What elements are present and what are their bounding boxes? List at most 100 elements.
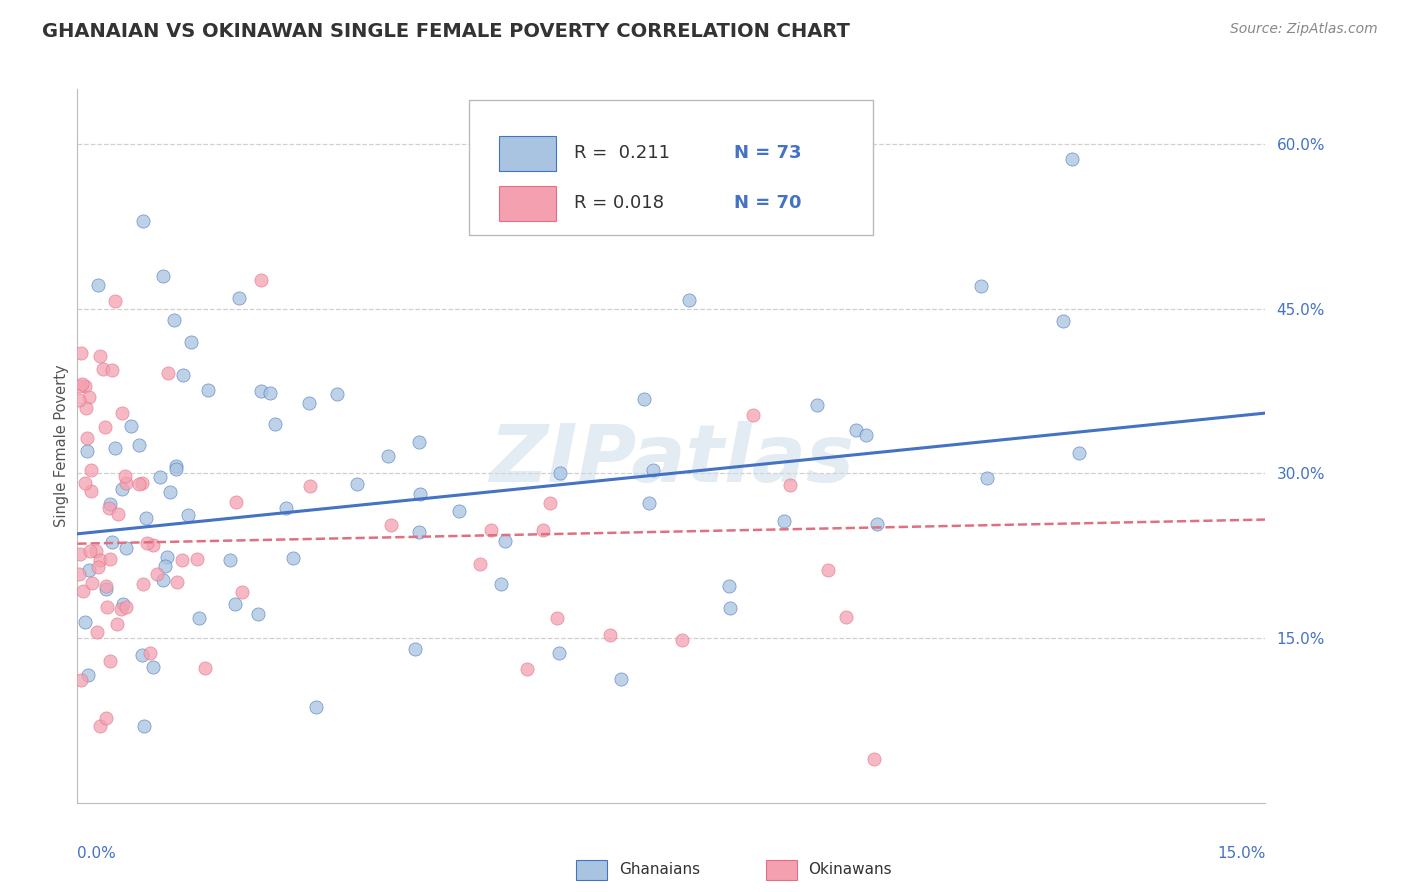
Point: [531, 523, 554, 537]
Point: [142, 660, 165, 674]
Point: [114, 541, 136, 555]
Point: [274, 501, 297, 516]
Point: [489, 577, 512, 591]
Point: [817, 563, 839, 577]
Point: [259, 385, 281, 400]
Point: [77, 563, 100, 577]
Point: [516, 662, 538, 676]
Point: [86, 625, 108, 640]
Point: [87, 559, 110, 574]
Point: [447, 504, 470, 518]
Point: [281, 550, 304, 565]
Point: [105, 616, 128, 631]
FancyBboxPatch shape: [499, 186, 557, 220]
Point: [139, 646, 162, 660]
Point: [866, 517, 889, 532]
Point: [165, 459, 187, 474]
Point: [135, 511, 157, 525]
Point: [187, 610, 209, 624]
Point: [162, 312, 184, 326]
Point: [82, 576, 104, 591]
Point: [104, 293, 127, 308]
Point: [1052, 314, 1074, 328]
Point: [408, 524, 430, 539]
Point: [94, 711, 117, 725]
Point: [224, 597, 246, 611]
Point: [131, 648, 153, 662]
Point: [153, 559, 176, 574]
Point: [326, 386, 349, 401]
Point: [76, 443, 98, 458]
Point: [76, 432, 98, 446]
Text: Source: ZipAtlas.com: Source: ZipAtlas.com: [1230, 22, 1378, 37]
Point: [228, 291, 250, 305]
Point: [69, 379, 91, 393]
Point: [170, 553, 193, 567]
Point: [152, 573, 174, 587]
Point: [89, 553, 111, 567]
Point: [494, 533, 516, 548]
Point: [172, 368, 194, 383]
Point: [89, 719, 111, 733]
FancyBboxPatch shape: [470, 100, 873, 235]
Point: [159, 484, 181, 499]
Text: GHANAIAN VS OKINAWAN SINGLE FEMALE POVERTY CORRELATION CHART: GHANAIAN VS OKINAWAN SINGLE FEMALE POVER…: [42, 22, 851, 41]
Point: [80, 463, 103, 477]
Point: [98, 655, 121, 669]
Y-axis label: Single Female Poverty: Single Female Poverty: [53, 365, 69, 527]
Point: [114, 468, 136, 483]
Point: [166, 574, 188, 589]
Point: [96, 599, 118, 614]
Point: [225, 495, 247, 509]
Point: [610, 673, 633, 687]
Point: [89, 349, 111, 363]
Point: [104, 441, 127, 455]
Point: [73, 475, 96, 490]
Point: [149, 470, 172, 484]
Text: N = 73: N = 73: [734, 145, 801, 162]
Point: [638, 496, 661, 510]
Point: [86, 277, 108, 292]
Point: [863, 752, 886, 766]
Point: [970, 279, 993, 293]
Point: [806, 398, 828, 412]
Point: [180, 334, 202, 349]
Point: [377, 449, 399, 463]
Point: [641, 462, 664, 476]
Point: [298, 396, 321, 410]
Point: [409, 487, 432, 501]
Point: [67, 392, 90, 407]
Point: [855, 428, 877, 442]
Point: [193, 661, 215, 675]
Point: [380, 518, 402, 533]
Point: [718, 600, 741, 615]
Point: [538, 496, 561, 510]
Point: [111, 482, 134, 496]
Point: [678, 293, 700, 307]
Point: [779, 477, 801, 491]
Point: [80, 483, 103, 498]
Point: [135, 536, 157, 550]
Point: [186, 551, 208, 566]
Point: [110, 601, 132, 615]
Text: ZIPatlas: ZIPatlas: [489, 421, 853, 500]
Point: [131, 576, 153, 591]
Point: [197, 383, 219, 397]
Point: [128, 477, 150, 491]
Point: [479, 524, 502, 538]
Point: [166, 461, 188, 475]
Point: [84, 544, 107, 558]
Point: [1069, 446, 1091, 460]
Point: [718, 579, 741, 593]
Point: [72, 377, 94, 392]
Point: [176, 508, 198, 523]
Point: [111, 406, 134, 420]
Point: [156, 550, 179, 565]
Point: [264, 417, 287, 431]
Point: [115, 599, 138, 614]
Point: [346, 477, 368, 491]
Point: [156, 367, 179, 381]
Point: [305, 700, 328, 714]
Point: [599, 627, 621, 641]
Point: [845, 423, 868, 437]
